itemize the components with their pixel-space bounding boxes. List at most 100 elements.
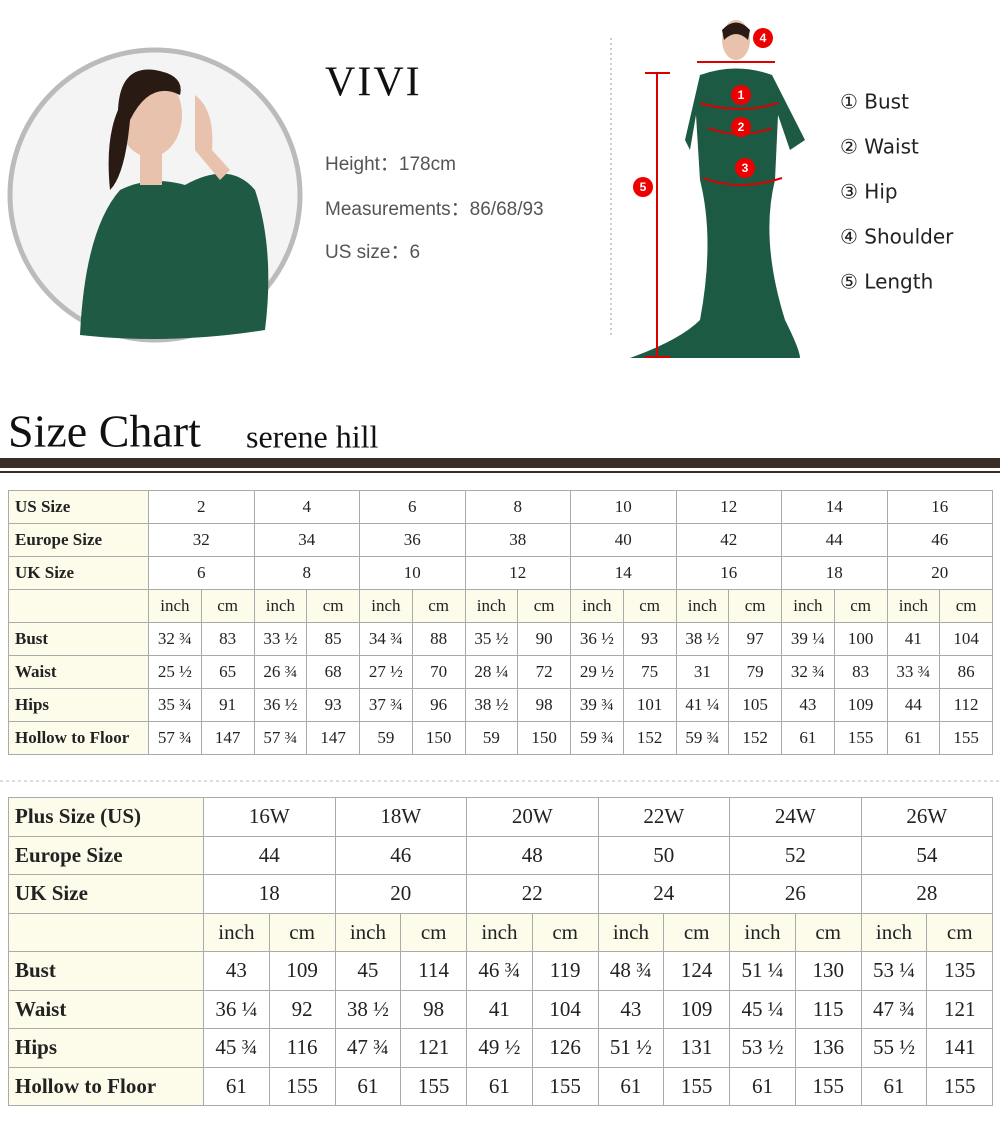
- size-cell: 24: [597, 874, 731, 914]
- size-cell: 22W: [597, 797, 731, 837]
- legend-item: ④ Shoulder: [840, 225, 954, 249]
- table-row: Bust 32 ¾ 83 33 ½ 85 34 ¾ 88 35 ½ 90 36 ½ 93 38 ½ 97…: [8, 622, 993, 656]
- size-cell: 40: [570, 523, 677, 557]
- size-cell: 18: [203, 874, 336, 914]
- row-label: US Size: [8, 490, 149, 524]
- value-cell: 155: [268, 1066, 336, 1106]
- size-cell: 10: [570, 490, 677, 524]
- value-cell: 61: [203, 1066, 270, 1106]
- value-cell: 141: [926, 1028, 994, 1068]
- marker: [731, 85, 751, 105]
- size-cell: 20W: [466, 797, 599, 837]
- value-cell: 32 ¾: [781, 655, 835, 689]
- value-cell: 105: [728, 688, 782, 722]
- row-label: Bust: [8, 622, 149, 656]
- size-cell: 2: [148, 490, 255, 524]
- unit-cell: inch: [570, 589, 624, 623]
- value-cell: 155: [926, 1066, 994, 1106]
- value-cell: 31: [675, 655, 730, 689]
- value-cell: 131: [663, 1028, 731, 1068]
- table-row: Hollow to Floor 57 ¾ 147 57 ¾ 147 59 150 59 150 5…: [8, 721, 993, 755]
- marker: [633, 177, 653, 197]
- unit-cell: cm: [794, 912, 862, 952]
- value-cell: 59: [464, 721, 519, 755]
- value-cell: 43: [781, 688, 835, 722]
- unit-cell: cm: [833, 589, 888, 623]
- value-cell: 126: [531, 1028, 599, 1068]
- value-cell: 53 ½: [729, 1028, 796, 1068]
- value-cell: 57 ¾: [148, 721, 202, 755]
- unit-cell: inch: [466, 912, 533, 952]
- row-label: Europe Size: [8, 523, 149, 557]
- value-cell: 43: [597, 989, 665, 1029]
- value-cell: 70: [411, 655, 466, 689]
- value-cell: 150: [517, 721, 571, 755]
- unit-cell: cm: [663, 912, 731, 952]
- size-cell: 52: [729, 835, 862, 875]
- row-label: Bust: [8, 951, 204, 991]
- value-cell: 32 ¾: [148, 622, 202, 656]
- row-label: Plus Size (US): [8, 797, 204, 837]
- value-cell: 109: [833, 688, 888, 722]
- value-cell: 43: [203, 951, 270, 991]
- legend-item: ② Waist: [840, 135, 919, 159]
- unit-cell: cm: [268, 912, 336, 952]
- value-cell: 121: [926, 989, 994, 1029]
- value-cell: 61: [781, 721, 835, 755]
- model-info: Measurements：86/68/93: [325, 199, 544, 220]
- value-cell: 109: [268, 951, 336, 991]
- table-row: inch cm inch cm inch cm inch cm inch cm inch cm: [8, 912, 994, 952]
- model-info: Height：178cm: [325, 154, 456, 175]
- value-cell: 46 ¾: [466, 951, 533, 991]
- value-cell: 79: [728, 655, 782, 689]
- value-cell: 135: [926, 951, 994, 991]
- model-name: VIVI: [325, 60, 422, 106]
- empty-cell: [8, 589, 149, 623]
- value-cell: 44: [886, 688, 941, 722]
- plus-size-table: Plus Size (US) 16W 18W 20W 22W 24W 26W Europe S…: [8, 797, 994, 1106]
- value-cell: 38 ½: [464, 688, 519, 722]
- table-row: UK Size 6 8 10 12 14 16 18 20: [8, 556, 993, 590]
- value-cell: 53 ¼: [860, 951, 928, 991]
- unit-cell: inch: [886, 589, 941, 623]
- measure-lines: [645, 61, 783, 358]
- row-label: Hips: [8, 688, 149, 722]
- value-cell: 49 ½: [466, 1028, 533, 1068]
- value-cell: 61: [334, 1066, 402, 1106]
- value-cell: 36 ½: [253, 688, 308, 722]
- value-cell: 136: [794, 1028, 862, 1068]
- value-cell: 155: [939, 721, 993, 755]
- size-cell: 20: [334, 874, 468, 914]
- table-row: Hollow to Floor 61 155 61 155 61 155 61 155 61 155…: [8, 1066, 994, 1106]
- unit-cell: inch: [675, 589, 730, 623]
- value-cell: 101: [622, 688, 677, 722]
- empty-cell: [8, 912, 204, 952]
- value-cell: 115: [794, 989, 862, 1029]
- size-cell: 34: [253, 523, 360, 557]
- size-cell: 46: [886, 523, 993, 557]
- top-section: VIVI Height：178cm Measurements：86/68/93 …: [0, 20, 1000, 473]
- value-cell: 124: [663, 951, 731, 991]
- size-cell: 44: [781, 523, 888, 557]
- row-label: Hollow to Floor: [8, 721, 149, 755]
- value-cell: 61: [886, 721, 941, 755]
- unit-cell: cm: [400, 912, 468, 952]
- size-cell: 12: [675, 490, 782, 524]
- value-cell: 27 ½: [359, 655, 413, 689]
- unit-cell: inch: [334, 912, 402, 952]
- unit-cell: cm: [531, 912, 599, 952]
- value-cell: 155: [663, 1066, 731, 1106]
- value-cell: 41: [466, 989, 533, 1029]
- value-cell: 150: [411, 721, 466, 755]
- value-cell: 41 ¼: [675, 688, 730, 722]
- value-cell: 152: [728, 721, 782, 755]
- marker-label: 5: [640, 180, 647, 194]
- value-cell: 61: [466, 1066, 533, 1106]
- table-row: UK Size 18 20 22 24 26 28: [8, 874, 994, 914]
- value-cell: 98: [400, 989, 468, 1029]
- value-cell: 35 ½: [464, 622, 519, 656]
- value-cell: 119: [531, 951, 599, 991]
- unit-cell: inch: [860, 912, 928, 952]
